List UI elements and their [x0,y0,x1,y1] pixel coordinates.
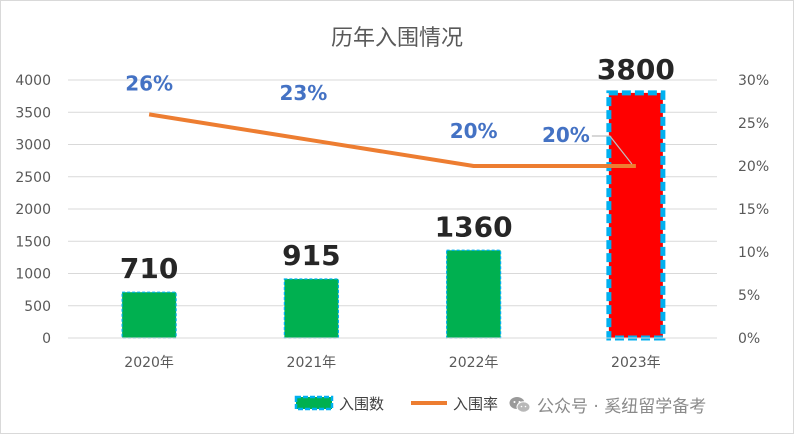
y-right-tick-label: 20% [738,159,769,175]
y-right-tick-label: 10% [738,245,769,261]
y-left-tick-label: 0 [42,331,51,347]
y-axis-left: 0 500 1000 1500 2000 2500 3000 3500 4000 [15,73,51,347]
x-axis: 2020年 2021年 2022年 2023年 [68,337,717,371]
y-axis-right: 0% 5% 10% 15% 20% 25% 30% [738,73,769,347]
rate-value-label: 23% [279,81,327,105]
y-left-tick-label: 1000 [15,267,51,283]
bar [446,249,502,339]
bar [606,90,666,341]
bar-value-label: 3800 [597,53,675,86]
watermark-text: 公众号 · 奚纽留学备考 [537,397,707,417]
bar [121,291,177,339]
legend-bar-swatch [294,395,334,411]
legend-bar-label: 入围数 [339,395,384,413]
x-tick-label: 2022年 [449,355,499,371]
y-left-tick-label: 500 [24,299,51,315]
bar [283,278,339,339]
y-right-tick-label: 30% [738,73,769,89]
line-series [148,112,636,168]
rate-value-label: 20% [450,119,498,143]
data-labels: 710 915 1360 3800 26% 23% 20% 20% [120,53,675,285]
y-left-tick-label: 2500 [15,170,51,186]
rate-value-label: 26% [125,71,173,95]
y-left-tick-label: 2000 [15,202,51,218]
x-tick-label: 2020年 [124,355,174,371]
legend: 入围数 入围率 [294,395,498,413]
y-right-tick-label: 15% [738,202,769,218]
y-left-tick-label: 3500 [15,105,51,121]
bar-value-label: 1360 [435,210,513,243]
bar-value-label: 915 [282,239,340,272]
y-left-tick-label: 3000 [15,138,51,154]
x-tick-label: 2023年 [611,355,661,371]
y-right-tick-label: 25% [738,116,769,132]
x-tick-label: 2021年 [287,355,337,371]
legend-line-label: 入围率 [453,395,498,413]
rate-line [148,112,636,168]
bar-value-label: 710 [120,252,178,285]
chart-title: 历年入围情况 [331,26,463,51]
rate-value-label: 20% [542,123,590,147]
y-left-tick-label: 1500 [15,234,51,250]
rate-leader-line [591,135,633,165]
y-right-tick-label: 5% [738,288,760,304]
y-left-tick-label: 4000 [15,73,51,89]
watermark: 公众号 · 奚纽留学备考 [509,392,706,417]
bar-series [121,90,666,341]
wechat-icon [509,396,531,413]
y-right-tick-label: 0% [738,331,760,347]
